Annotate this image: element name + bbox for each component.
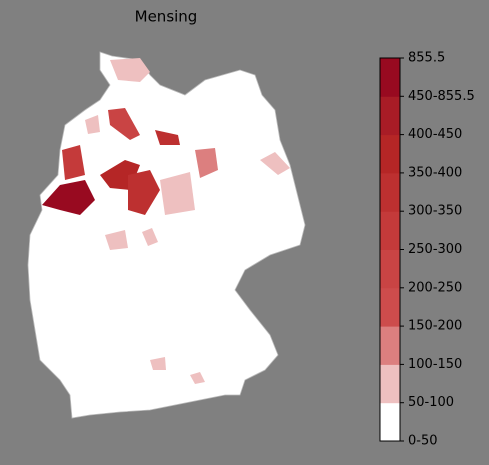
colorbar-label: 300-350	[408, 204, 462, 219]
colorbar-label: 400-450	[408, 127, 462, 142]
region	[62, 145, 85, 180]
colorbar-label: 250-300	[408, 242, 462, 257]
colorbar-segment	[380, 134, 400, 174]
colorbar-label: 50-100	[408, 395, 454, 410]
region	[195, 148, 218, 178]
region	[150, 357, 166, 370]
colorbar-label: 100-150	[408, 357, 462, 372]
region	[108, 108, 140, 140]
colorbar-label: 350-400	[408, 165, 462, 180]
region	[85, 115, 100, 134]
region	[190, 372, 205, 384]
country-outline	[27, 51, 306, 419]
colorbar-label: 200-250	[408, 280, 462, 295]
colorbar-segment	[380, 249, 400, 289]
region	[142, 228, 158, 246]
colorbar-segment	[380, 96, 400, 136]
colorbar: 0-50 50-100 100-150 150-200 200-250 250-300 30…	[379, 51, 475, 449]
colorbar-segment	[380, 58, 400, 97]
colorbar-segment	[380, 287, 400, 327]
region	[110, 58, 150, 82]
colorbar-segment	[380, 364, 400, 404]
colorbar-segment	[380, 211, 400, 250]
region	[42, 180, 95, 215]
region	[128, 170, 160, 215]
colorbar-label: 0-50	[408, 434, 438, 449]
colorbar-segment	[380, 172, 400, 212]
region	[105, 230, 128, 250]
germany-map	[27, 51, 306, 419]
colorbar-label: 855.5	[408, 51, 445, 66]
map-title: Mensing	[135, 8, 198, 26]
colorbar-segment	[380, 402, 400, 442]
region	[160, 172, 195, 215]
colorbar-label: 150-200	[408, 319, 462, 334]
colorbar-segment	[380, 326, 400, 365]
region	[260, 152, 290, 175]
region	[155, 130, 180, 145]
colorbar-label: 450-855.5	[408, 89, 475, 104]
